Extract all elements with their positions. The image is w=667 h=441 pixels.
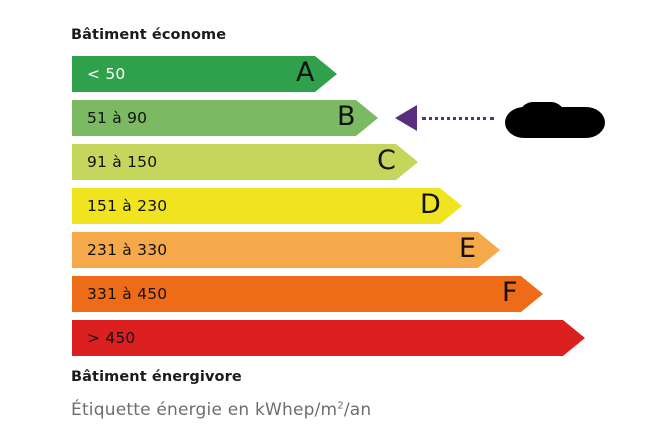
energy-bar-range-b: 51 à 90 <box>87 109 148 127</box>
energy-class-letter-f: F <box>502 277 518 308</box>
label-bottom-energivorous: Bâtiment énergivore <box>71 369 242 385</box>
caption-suffix: /an <box>343 400 372 420</box>
energy-bar-shape-e <box>72 232 500 268</box>
label-top-economical: Bâtiment économe <box>71 27 227 43</box>
energy-bar-row-a[interactable]: < 50 A <box>72 56 337 92</box>
energy-bar-shape-f <box>72 276 543 312</box>
energy-class-letter-a: A <box>296 57 315 88</box>
chart-caption: Étiquette énergie en kWhep/m2/an <box>71 400 371 420</box>
energy-class-letter-d: D <box>420 189 441 220</box>
energy-bar-row-g[interactable]: > 450 <box>72 320 585 356</box>
energy-bar-range-e: 231 à 330 <box>87 241 168 259</box>
rating-pointer-dotted-line <box>422 117 494 120</box>
energy-bar-row-e[interactable]: 231 à 330 E <box>72 232 500 268</box>
rating-pointer-triangle-icon <box>395 105 417 131</box>
energy-bar-range-g: > 450 <box>87 329 136 347</box>
energy-bar-range-f: 331 à 450 <box>87 285 168 303</box>
caption-prefix: Étiquette énergie en kWhep/m <box>71 400 338 420</box>
energy-bar-shape-g <box>72 320 585 356</box>
energy-bar-range-c: 91 à 150 <box>87 153 158 171</box>
energy-bar-shape-c <box>72 144 418 180</box>
energy-class-letter-e: E <box>459 233 477 264</box>
redacted-value-mark <box>505 102 605 138</box>
energy-bar-row-c[interactable]: 91 à 150 C <box>72 144 418 180</box>
energy-class-letter-c: C <box>377 145 396 176</box>
energy-class-letter-b: B <box>337 101 356 132</box>
energy-bar-range-a: < 50 <box>87 65 126 83</box>
energy-bar-range-d: 151 à 230 <box>87 197 168 215</box>
caption-exponent: 2 <box>337 400 344 412</box>
energy-bar-shape-b <box>72 100 378 136</box>
energy-bar-row-b[interactable]: 51 à 90 B <box>72 100 605 138</box>
energy-bar-shape-d <box>72 188 462 224</box>
rating-pointer-group <box>72 100 667 138</box>
energy-bar-row-d[interactable]: 151 à 230 D <box>72 188 462 224</box>
energy-bar-row-f[interactable]: 331 à 450 F <box>72 276 543 312</box>
energy-bar-shape-a <box>72 56 337 92</box>
